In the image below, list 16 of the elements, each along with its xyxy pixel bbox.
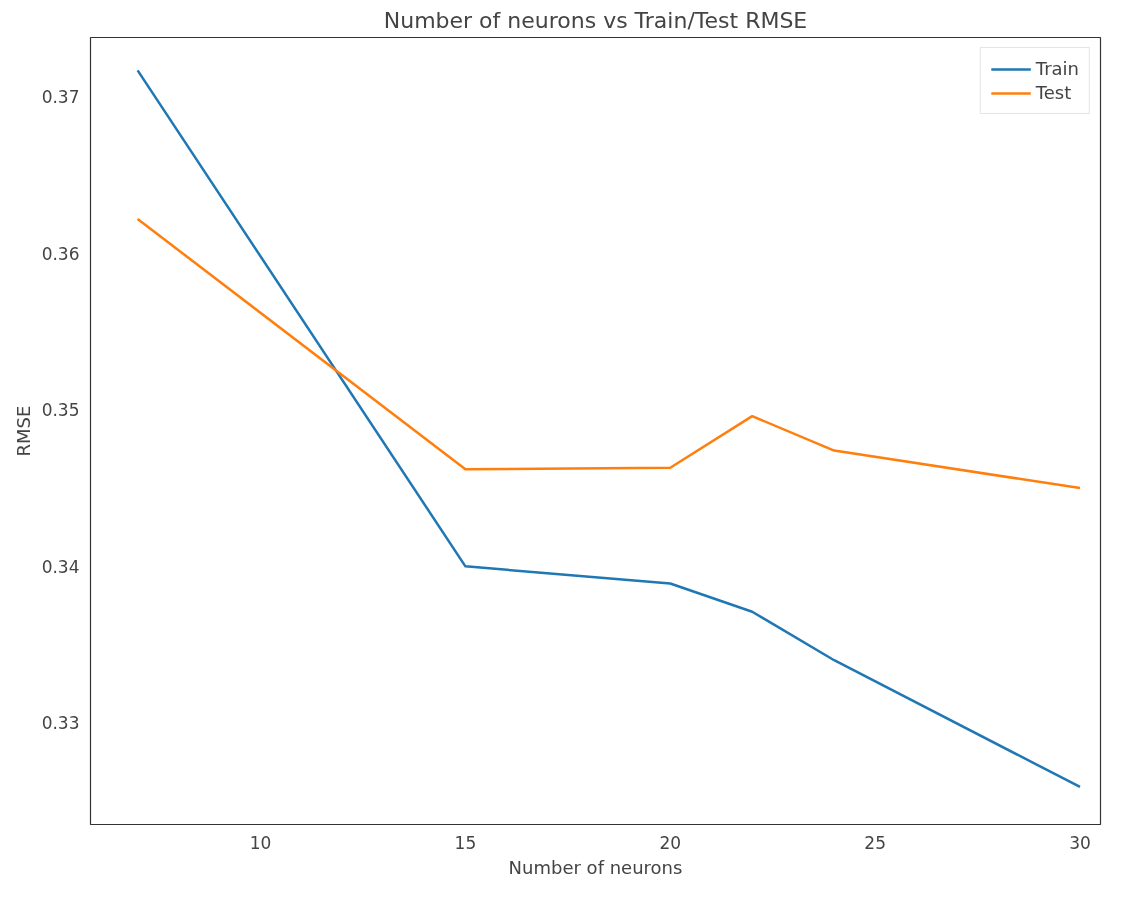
- chart-title: Number of neurons vs Train/Test RMSE: [383, 7, 808, 33]
- y-tick-label: 0.35: [41, 400, 80, 421]
- legend-label: Test: [1035, 82, 1072, 103]
- x-tick-label: 10: [249, 832, 272, 853]
- y-tick-label: 0.34: [41, 556, 80, 577]
- y-tick-label: 0.37: [41, 87, 80, 108]
- y-tick-label: 0.33: [41, 713, 80, 734]
- line-series: [136, 217, 1082, 490]
- y-axis-title: RMSE: [12, 405, 34, 457]
- x-tick-label: 20: [659, 832, 682, 853]
- x-axis-title: Number of neurons: [508, 856, 683, 878]
- legend-label: Train: [1035, 58, 1079, 79]
- y-tick-label: 0.36: [41, 243, 80, 264]
- x-tick-label: 25: [864, 832, 886, 853]
- x-tick-label: 30: [1069, 832, 1091, 853]
- x-tick-label: 15: [454, 832, 477, 853]
